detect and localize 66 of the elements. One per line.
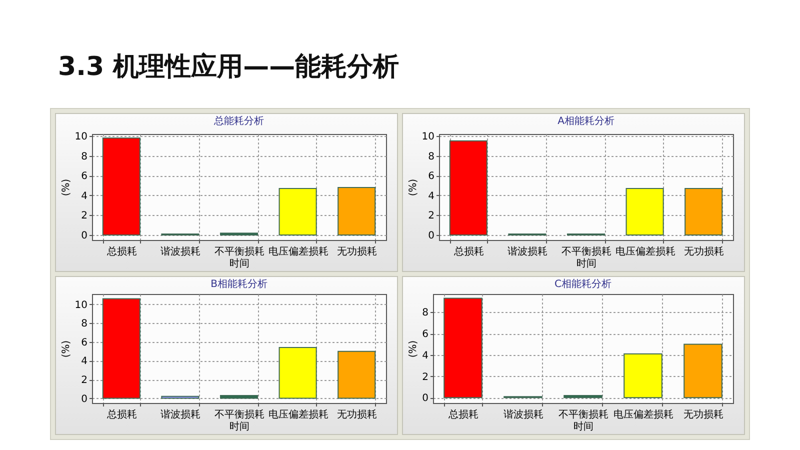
x-tick-label: 无功损耗 [337, 246, 378, 258]
y-axis-title: (%) [408, 178, 419, 196]
x-tick-label: 总损耗 [452, 246, 484, 258]
x-tick-label: 无功损耗 [337, 408, 378, 420]
chart-title: B相能耗分析 [210, 278, 268, 290]
x-tick-label: 电压偏差损耗 [268, 408, 328, 420]
y-tick-label: 0 [422, 393, 428, 404]
y-tick-label: 8 [428, 151, 434, 162]
y-tick-label: 8 [81, 151, 88, 162]
y-tick-label: 4 [428, 190, 434, 202]
y-tick-label: 0 [81, 230, 88, 242]
y-tick-label: 2 [81, 375, 88, 386]
y-tick-label: 8 [422, 308, 428, 319]
bar [278, 188, 317, 236]
bar [684, 344, 722, 398]
y-tick-label: 10 [422, 131, 434, 142]
x-tick-label: 总损耗 [106, 246, 137, 258]
x-tick-label: 总损耗 [448, 408, 478, 420]
x-tick-label: 谐波损耗 [160, 408, 201, 420]
y-tick-label: 6 [81, 337, 88, 348]
bar [338, 186, 376, 236]
y-tick-label: 8 [81, 318, 88, 330]
x-tick-label: 谐波损耗 [160, 246, 201, 258]
x-tick-label: 电压偏差损耗 [268, 246, 328, 258]
x-tick-label: 谐波损耗 [508, 246, 548, 258]
y-tick-label: 4 [422, 350, 428, 362]
bar [338, 350, 376, 399]
x-tick-label: 无功损耗 [684, 246, 724, 258]
bar [624, 353, 662, 398]
bar [444, 298, 482, 398]
text: 3.3 机理性应用——能耗分析 [58, 51, 400, 84]
y-axis-title: (%) [60, 340, 72, 358]
bar [449, 140, 488, 236]
chart-title: A相能耗分析 [558, 114, 614, 127]
y-tick-label: 6 [81, 171, 88, 182]
bar [102, 298, 140, 399]
x-tick-label: 电压偏差损耗 [615, 246, 676, 258]
y-tick-label: 10 [74, 131, 88, 142]
x-tick-label: 电压偏差损耗 [614, 408, 674, 420]
x-tick-label: 不平衡损耗时间 [562, 246, 612, 270]
chart-title: C相能耗分析 [554, 278, 612, 290]
y-tick-label: 10 [74, 300, 88, 311]
chart-title: 总能耗分析 [213, 114, 264, 127]
bar [102, 137, 140, 236]
y-tick-label: 2 [422, 372, 428, 383]
x-tick-label: 不平衡损耗时间 [214, 408, 264, 432]
y-tick-label: 2 [428, 210, 434, 222]
bar [684, 188, 723, 236]
y-tick-label: 6 [422, 329, 428, 340]
x-tick-label: 无功损耗 [684, 408, 724, 420]
y-tick-label: 0 [81, 394, 88, 405]
y-tick-label: 2 [81, 210, 88, 222]
bar [220, 394, 258, 399]
x-tick-label: 不平衡损耗时间 [558, 408, 608, 432]
x-tick-label: 不平衡损耗时间 [214, 246, 264, 270]
y-tick-label: 0 [428, 230, 434, 242]
x-tick-label: 谐波损耗 [504, 408, 544, 420]
y-axis-title: (%) [60, 178, 72, 196]
bar [278, 347, 317, 399]
y-tick-label: 6 [428, 171, 434, 182]
y-tick-label: 4 [81, 190, 88, 202]
y-tick-label: 4 [81, 356, 88, 368]
x-tick-label: 总损耗 [106, 408, 137, 420]
bar [626, 188, 664, 236]
bar [564, 395, 602, 398]
y-axis-title: (%) [408, 340, 420, 358]
